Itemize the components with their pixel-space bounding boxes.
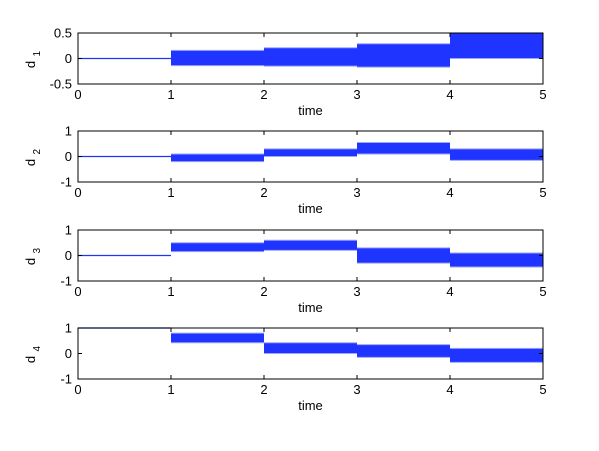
- x-tick-label: 1: [167, 382, 174, 397]
- x-tick-label: 4: [446, 284, 453, 299]
- xlabel: time: [298, 103, 323, 118]
- y-tick-label: 0: [65, 51, 72, 66]
- x-tick-label: 2: [260, 284, 267, 299]
- x-tick-label: 4: [446, 382, 453, 397]
- band-segment-4: [450, 252, 543, 267]
- x-tick-label: 4: [446, 185, 453, 200]
- x-tick-label: 3: [353, 87, 360, 102]
- band-segment-1: [171, 242, 264, 252]
- ylabel-main: d: [23, 356, 38, 363]
- x-tick-label: 0: [74, 382, 81, 397]
- band-segment-4: [450, 33, 543, 59]
- band-segment-2: [264, 240, 357, 251]
- x-tick-label: 1: [167, 185, 174, 200]
- ylabel-subscript: 4: [32, 346, 43, 352]
- x-tick-label: 2: [260, 185, 267, 200]
- band-segment-2: [264, 342, 357, 354]
- x-tick-label: 0: [74, 87, 81, 102]
- band-segment-1: [171, 153, 264, 162]
- subplot-d1: d 1 time 0 1 2 3 4 50.50-0.5: [23, 26, 547, 119]
- ylabel-subscript: 2: [32, 149, 43, 155]
- x-tick-label: 5: [539, 87, 546, 102]
- x-tick-label: 1: [167, 284, 174, 299]
- x-tick-label: 3: [353, 284, 360, 299]
- x-tick-label: 5: [539, 382, 546, 397]
- x-tick-label: 1: [167, 87, 174, 102]
- ylabel-main: d: [23, 159, 38, 166]
- y-tick-label: -1: [60, 175, 72, 190]
- y-tick-label: -1: [60, 372, 72, 387]
- y-tick-label: -1: [60, 274, 72, 289]
- ylabel-main: d: [23, 61, 38, 68]
- subplot-d4: d 4 time 0 1 2 3 4 510-1: [23, 321, 547, 414]
- x-tick-label: 5: [539, 284, 546, 299]
- xlabel: time: [298, 398, 323, 413]
- y-tick-label: 0: [65, 248, 72, 263]
- x-tick-label: 2: [260, 87, 267, 102]
- y-tick-label: 1: [65, 223, 72, 238]
- xlabel: time: [298, 201, 323, 216]
- y-tick-label: 1: [65, 124, 72, 139]
- y-tick-label: 0: [65, 346, 72, 361]
- band-segment-3: [357, 43, 450, 68]
- ylabel-subscript: 1: [32, 51, 43, 57]
- subplot-d2: d 2 time 0 1 2 3 4 510-1: [23, 124, 547, 217]
- x-tick-label: 5: [539, 185, 546, 200]
- x-tick-label: 2: [260, 382, 267, 397]
- band-segment-1: [171, 333, 264, 343]
- x-tick-label: 3: [353, 382, 360, 397]
- ylabel-main: d: [23, 258, 38, 265]
- band-segment-1: [171, 50, 264, 66]
- band-segment-4: [450, 348, 543, 363]
- x-tick-label: 3: [353, 185, 360, 200]
- x-tick-label: 0: [74, 185, 81, 200]
- band-segment-2: [264, 47, 357, 67]
- y-tick-label: -0.5: [50, 77, 72, 92]
- band-segment-2: [264, 148, 357, 157]
- band-segment-3: [357, 247, 450, 264]
- x-tick-label: 0: [74, 284, 81, 299]
- band-segment-4: [450, 148, 543, 161]
- ylabel-subscript: 3: [32, 248, 43, 254]
- y-tick-label: 0.5: [54, 26, 72, 41]
- band-segment-3: [357, 344, 450, 358]
- y-tick-label: 1: [65, 321, 72, 336]
- x-tick-label: 4: [446, 87, 453, 102]
- xlabel: time: [298, 300, 323, 315]
- band-segment-3: [357, 142, 450, 154]
- subplot-d3: d 3 time 0 1 2 3 4 510-1: [23, 223, 547, 316]
- y-tick-label: 0: [65, 149, 72, 164]
